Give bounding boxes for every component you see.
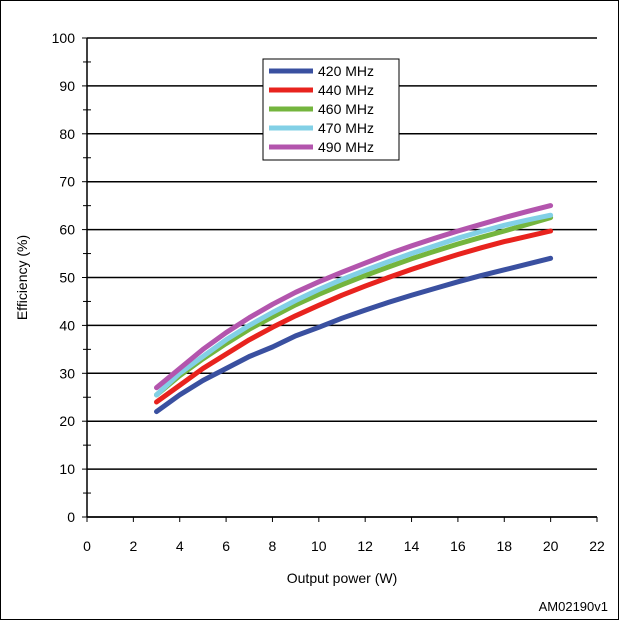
series-line-4	[154, 203, 554, 391]
y-tick-label: 70	[59, 174, 75, 190]
y-tick-label: 10	[59, 461, 75, 477]
figure-id: AM02190v1	[539, 599, 608, 614]
y-tick-label: 60	[59, 222, 75, 238]
x-tick-label: 10	[311, 538, 327, 554]
y-tick-label: 80	[59, 126, 75, 142]
y-tick-labels: 0 10 20 30 40 50 60 70 80 90 100	[52, 30, 87, 525]
series-line-1	[154, 228, 554, 405]
x-tick-label: 22	[589, 538, 605, 554]
y-axis-title: Efficiency (%)	[14, 235, 30, 320]
legend-label: 470 MHz	[318, 120, 374, 136]
legend-item: 470 MHz	[269, 120, 374, 136]
series-line-2	[154, 215, 554, 398]
legend-items: 420 MHz 440 MHz 460 MHz 470 MHz 490 MHz	[269, 63, 374, 155]
x-tick-label: 0	[83, 538, 91, 554]
series-lines	[154, 203, 554, 415]
legend-label: 440 MHz	[318, 82, 374, 98]
x-tick-label: 20	[543, 538, 559, 554]
y-tick-label: 90	[59, 78, 75, 94]
legend-label: 460 MHz	[318, 101, 374, 117]
y-tick-label: 30	[59, 365, 75, 381]
x-tick-label: 2	[129, 538, 137, 554]
x-tick-label: 12	[357, 538, 373, 554]
y-tick-label: 20	[59, 413, 75, 429]
y-tick-label: 0	[67, 509, 75, 525]
legend-item: 420 MHz	[269, 63, 374, 79]
x-tick-labels: 0 2 4 6 8 10 12 14 16 18 20 22	[83, 517, 605, 554]
legend-item: 490 MHz	[269, 139, 374, 155]
legend-item: 440 MHz	[269, 82, 374, 98]
legend-label: 420 MHz	[318, 63, 374, 79]
series-line-3	[154, 212, 554, 398]
x-tick-label: 6	[222, 538, 230, 554]
x-tick-label: 8	[269, 538, 277, 554]
x-tick-label: 16	[450, 538, 466, 554]
x-tick-label: 18	[496, 538, 512, 554]
legend-item: 460 MHz	[269, 101, 374, 117]
legend-label: 490 MHz	[318, 139, 374, 155]
legend: 420 MHz 440 MHz 460 MHz 470 MHz 490 MHz	[262, 58, 400, 161]
x-axis-title: Output power (W)	[287, 570, 397, 586]
y-tick-label: 50	[59, 270, 75, 286]
y-tick-label: 100	[52, 30, 76, 46]
x-tick-label: 4	[176, 538, 184, 554]
y-tick-label: 40	[59, 317, 75, 333]
series-line-0	[154, 255, 554, 415]
x-tick-label: 14	[404, 538, 420, 554]
